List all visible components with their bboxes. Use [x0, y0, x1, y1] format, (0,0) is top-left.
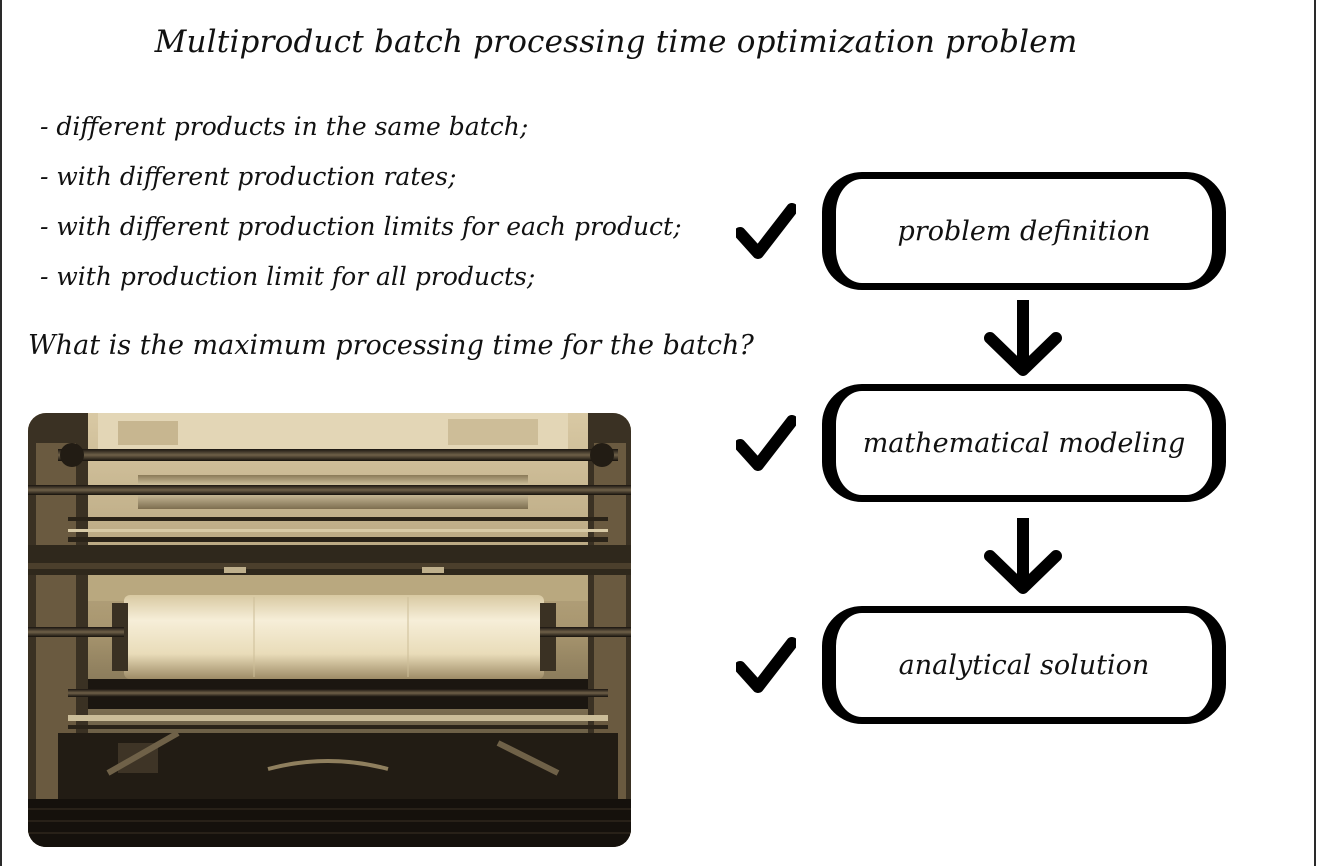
flow-step-label: mathematical modeling	[862, 427, 1186, 459]
arrow-down-icon	[984, 518, 1062, 594]
bullet-list: - different products in the same batch; …	[40, 108, 682, 308]
flow-step-mathematical-modeling: mathematical modeling	[822, 384, 1226, 502]
machine-photo	[28, 413, 631, 847]
slide-title: Multiproduct batch processing time optim…	[154, 24, 1078, 60]
machine-photo-illustration	[28, 413, 631, 847]
bullet-item: - with different production rates;	[40, 162, 457, 191]
bullet-item: - with production limit for all products…	[40, 262, 536, 291]
arrow-down-icon	[984, 300, 1062, 376]
check-icon	[736, 637, 796, 693]
key-question: What is the maximum processing time for …	[28, 330, 754, 361]
flow-step-problem-definition: problem definition	[822, 172, 1226, 290]
flow-step-label: analytical solution	[898, 649, 1150, 681]
flow-step-label: problem definition	[897, 215, 1151, 247]
bullet-item: - different products in the same batch;	[40, 112, 529, 141]
check-icon	[736, 415, 796, 471]
bullet-item: - with different production limits for e…	[40, 212, 682, 241]
flow-step-analytical-solution: analytical solution	[822, 606, 1226, 724]
check-icon	[736, 203, 796, 259]
